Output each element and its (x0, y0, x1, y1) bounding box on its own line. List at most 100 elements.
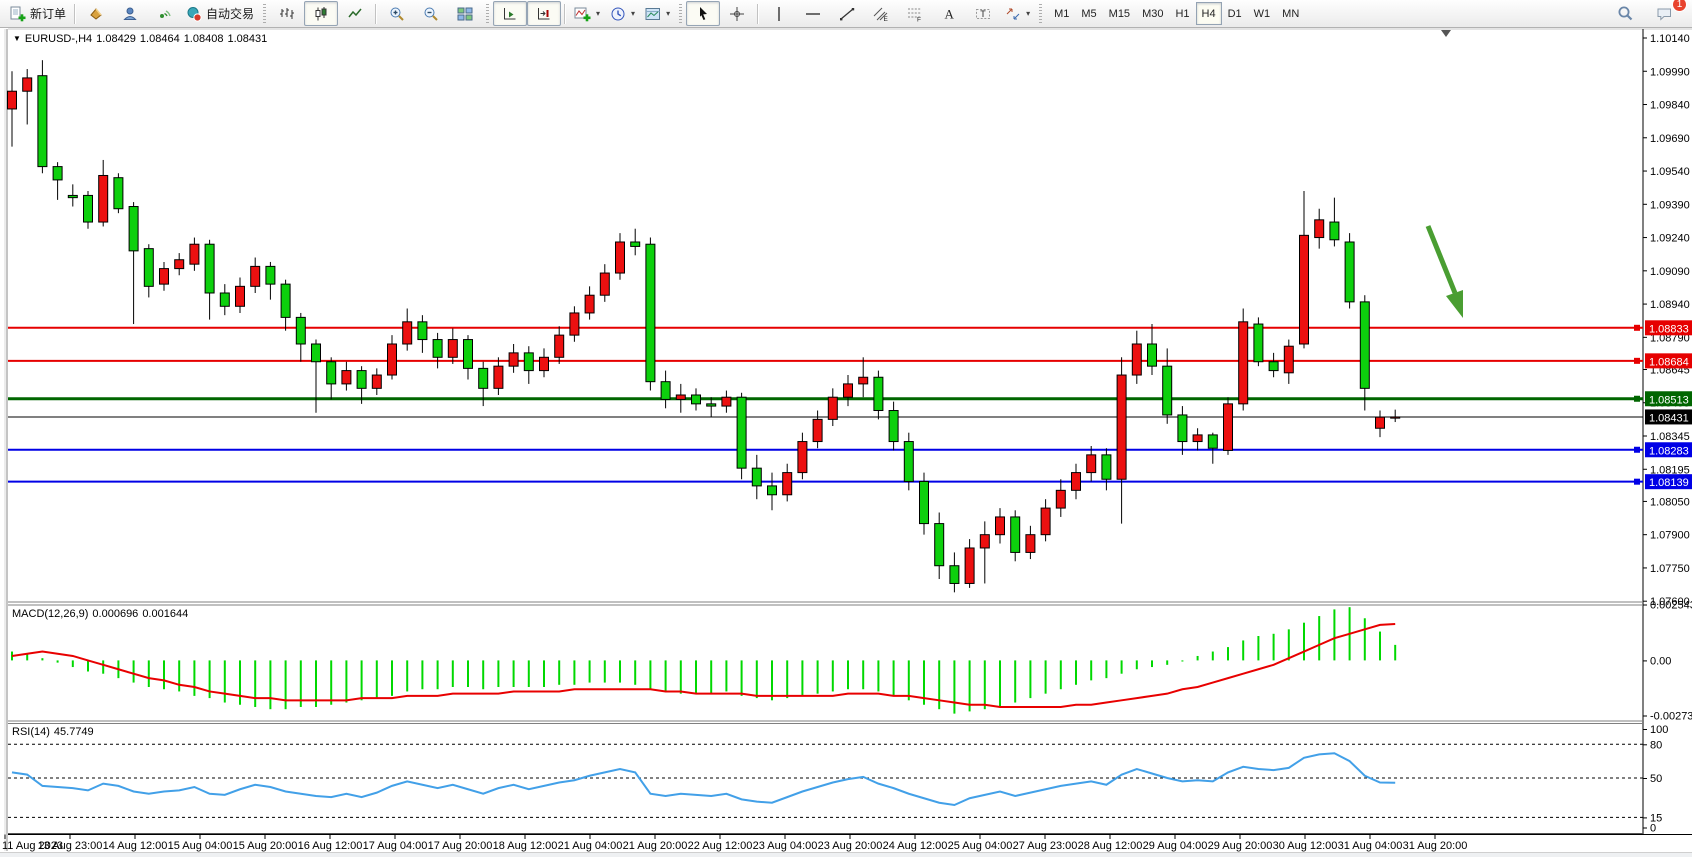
axis-label: 29 Aug 04:00 (1143, 840, 1208, 852)
candle (569, 312, 580, 336)
axis-label: 1.10140 (1650, 33, 1690, 45)
chart-shift-button[interactable] (527, 1, 562, 26)
candle (919, 480, 929, 525)
candle (341, 370, 352, 385)
down-trend-arrow[interactable] (1425, 225, 1463, 318)
trendline-button[interactable] (830, 1, 864, 26)
axis-label: 31 Aug 04:00 (1338, 840, 1403, 852)
axis-label: 13 Aug 23:00 (38, 840, 103, 852)
candle (934, 523, 945, 567)
signals-button[interactable] (147, 1, 181, 26)
crosshair-button[interactable] (720, 1, 754, 26)
arrows-shapes-button[interactable]: ▾ (1000, 1, 1035, 26)
tile-windows-icon (457, 6, 473, 22)
candle (67, 194, 78, 199)
templates-button[interactable]: ▾ (640, 1, 675, 26)
svg-text:A: A (945, 6, 955, 21)
candle (463, 339, 473, 369)
profiles-button[interactable] (113, 1, 147, 26)
axis-label: 27 Aug 23:00 (1013, 840, 1078, 852)
toolbar-separator (564, 3, 567, 24)
candle (630, 241, 641, 247)
axis-label: 0.002543 (1650, 600, 1692, 612)
axis-label: 1.08790 (1650, 332, 1690, 344)
chat-button[interactable]: 1 (1648, 0, 1687, 26)
toolbar-separator (74, 3, 77, 24)
horizontal-line-button[interactable] (796, 1, 830, 26)
candle (1116, 374, 1127, 480)
timeframe-d1-button[interactable]: D1 (1227, 7, 1242, 20)
axis-label: 1.09540 (1650, 166, 1690, 178)
line-chart-icon (347, 6, 363, 22)
timeframe-mn-button[interactable]: MN (1282, 7, 1300, 20)
timeframe-h1-button[interactable]: H1 (1175, 7, 1190, 20)
new-order-button[interactable]: 新订单 (4, 1, 71, 26)
candle (1375, 416, 1385, 429)
timeframe-m5-button[interactable]: M5 (1081, 7, 1097, 20)
auto-scroll-icon (502, 6, 518, 22)
candlestick-chart-icon (313, 6, 329, 22)
status-strip (0, 852, 1692, 857)
candle (1147, 343, 1157, 367)
candle (736, 396, 747, 469)
horizontal-levels[interactable] (8, 324, 1643, 485)
candle (1025, 534, 1036, 553)
candle (675, 394, 686, 400)
search-button[interactable] (1608, 1, 1642, 26)
candle (584, 294, 595, 314)
axis-label: 1.08513 (1649, 394, 1689, 406)
candle (645, 243, 656, 383)
toolbar: 新订单 自动交易 ▾ ▾ ▾ E F A T ▾ M1 M5 M15 M30 H1 H4 D1 W1 MN 1 (0, 0, 1692, 28)
axis-label: 1.08431 (1649, 412, 1689, 424)
axis-label: 15 Aug 20:00 (233, 840, 298, 852)
candlestick-chart-button[interactable] (304, 1, 339, 26)
trendline-icon (839, 6, 855, 22)
auto-trading-button[interactable]: 自动交易 (181, 1, 259, 26)
level-anchor[interactable] (1634, 395, 1640, 402)
cursor-button[interactable] (686, 1, 721, 26)
rsi-line (11, 752, 1396, 807)
candle (417, 321, 428, 341)
chart-shift-marker[interactable] (1441, 30, 1451, 37)
horizontal-line-icon (805, 6, 821, 22)
candle (98, 174, 109, 223)
axis-label: 1.08833 (1649, 323, 1689, 335)
candle (888, 410, 899, 443)
periods-button[interactable]: ▾ (605, 1, 640, 26)
zoom-in-button[interactable] (380, 1, 414, 26)
candle (235, 285, 245, 307)
styles-button[interactable] (79, 1, 113, 26)
candle (265, 265, 276, 285)
candle (979, 534, 990, 549)
timeframe-h4-button[interactable]: H4 (1195, 2, 1222, 25)
zoom-out-button[interactable] (414, 1, 448, 26)
tile-windows-button[interactable] (448, 1, 482, 26)
auto-scroll-button[interactable] (493, 1, 528, 26)
axis-label: 1.08139 (1649, 477, 1689, 489)
timeframe-m30-button[interactable]: M30 (1142, 7, 1164, 20)
line-chart-button[interactable] (338, 1, 372, 26)
vertical-line-button[interactable] (762, 1, 796, 26)
candle (113, 177, 124, 210)
timeframe-m15-button[interactable]: M15 (1108, 7, 1131, 20)
candle (1192, 434, 1203, 443)
toolbar-grip (486, 3, 490, 24)
axis-label: 11 Aug 2023 (2, 840, 63, 852)
text-button[interactable]: A (932, 1, 966, 26)
indicators-button[interactable]: ▾ (569, 1, 605, 26)
fibonacci-retracement-button[interactable]: F (898, 1, 932, 26)
text-label-button[interactable]: T (966, 1, 1000, 26)
candle (1268, 361, 1279, 372)
timeframe-w1-button[interactable]: W1 (1253, 7, 1271, 20)
timeframe-m1-button[interactable]: M1 (1054, 7, 1070, 20)
level-anchor[interactable] (1634, 357, 1640, 364)
axis-label: 30 Aug 12:00 (1273, 840, 1338, 852)
level-anchor[interactable] (1634, 478, 1640, 485)
candle (1207, 434, 1218, 449)
bar-chart-button[interactable] (270, 1, 304, 26)
equidistant-channel-button[interactable]: E (864, 1, 898, 26)
level-anchor[interactable] (1634, 446, 1640, 453)
level-anchor[interactable] (1634, 324, 1640, 331)
